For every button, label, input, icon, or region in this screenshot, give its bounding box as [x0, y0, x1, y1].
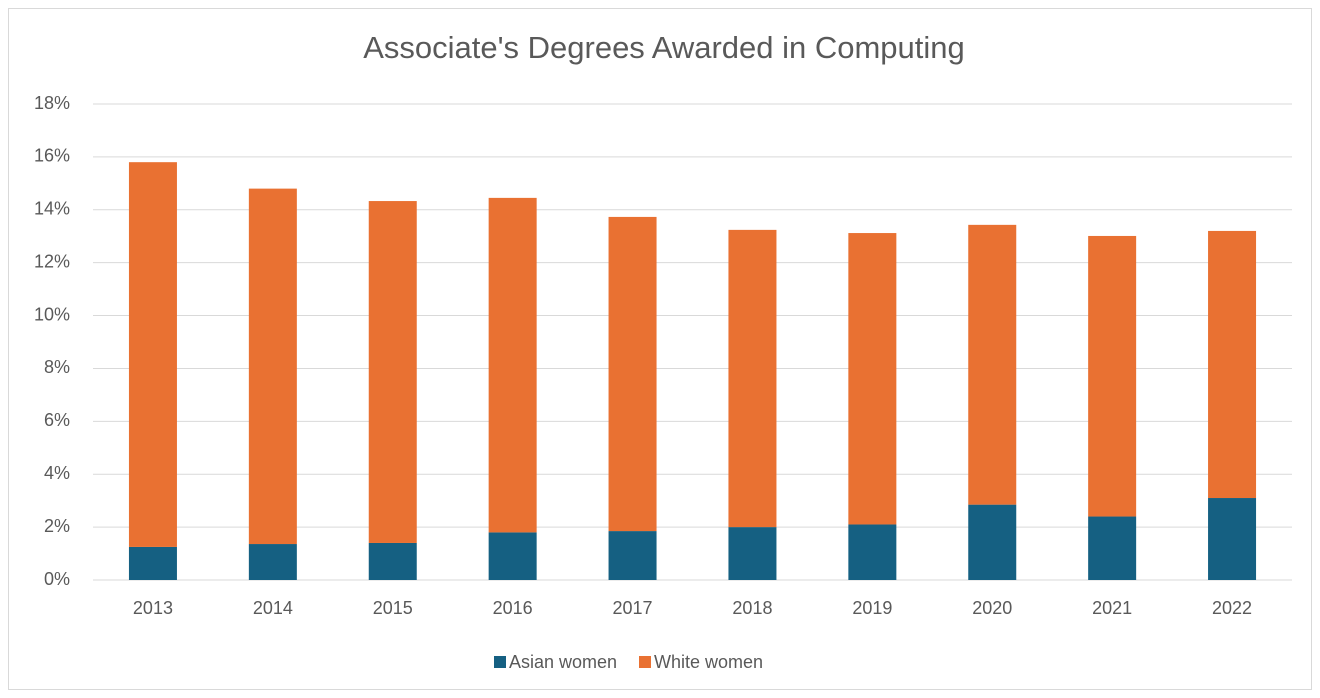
- x-tick-label: 2016: [493, 598, 533, 618]
- bar-segment: [848, 524, 897, 580]
- y-tick-label: 6%: [44, 410, 70, 430]
- x-tick-label: 2013: [133, 598, 173, 618]
- bar-segment: [248, 188, 297, 545]
- y-tick-label: 14%: [34, 199, 70, 219]
- bar-segment: [128, 162, 177, 547]
- bar-segment: [1088, 235, 1137, 517]
- bar-segment: [368, 542, 417, 580]
- bar-segment: [368, 201, 417, 543]
- y-tick-label: 4%: [44, 463, 70, 483]
- x-tick-label: 2018: [732, 598, 772, 618]
- bar-segment: [128, 546, 177, 580]
- bar-segment: [488, 532, 537, 580]
- y-tick-label: 12%: [34, 251, 70, 271]
- bar-segment: [728, 527, 777, 580]
- chart-title: Associate's Degrees Awarded in Computing: [363, 30, 965, 65]
- x-tick-label: 2014: [253, 598, 293, 618]
- y-tick-label: 18%: [34, 93, 70, 113]
- y-tick-label: 10%: [34, 304, 70, 324]
- bar-segment: [848, 233, 897, 525]
- bar-segment: [968, 504, 1017, 580]
- legend-label: Asian women: [509, 652, 617, 672]
- bar-segment: [608, 531, 657, 580]
- x-tick-label: 2021: [1092, 598, 1132, 618]
- bar-segment: [1208, 498, 1257, 580]
- bar-segment: [608, 216, 657, 532]
- bar-segment: [1208, 230, 1257, 499]
- y-tick-label: 8%: [44, 357, 70, 377]
- bar-segment: [1088, 516, 1137, 580]
- legend-swatch: [494, 656, 506, 668]
- y-tick-label: 0%: [44, 569, 70, 589]
- x-tick-label: 2015: [373, 598, 413, 618]
- legend-swatch: [639, 656, 651, 668]
- y-tick-label: 16%: [34, 146, 70, 166]
- y-tick-label: 2%: [44, 516, 70, 536]
- x-tick-label: 2022: [1212, 598, 1252, 618]
- x-tick-label: 2017: [613, 598, 653, 618]
- bar-segment: [248, 544, 297, 580]
- bar-segment: [488, 197, 537, 533]
- x-tick-label: 2019: [852, 598, 892, 618]
- legend-label: White women: [654, 652, 763, 672]
- x-tick-label: 2020: [972, 598, 1012, 618]
- bar-segment: [728, 229, 777, 528]
- bar-segment: [968, 224, 1017, 505]
